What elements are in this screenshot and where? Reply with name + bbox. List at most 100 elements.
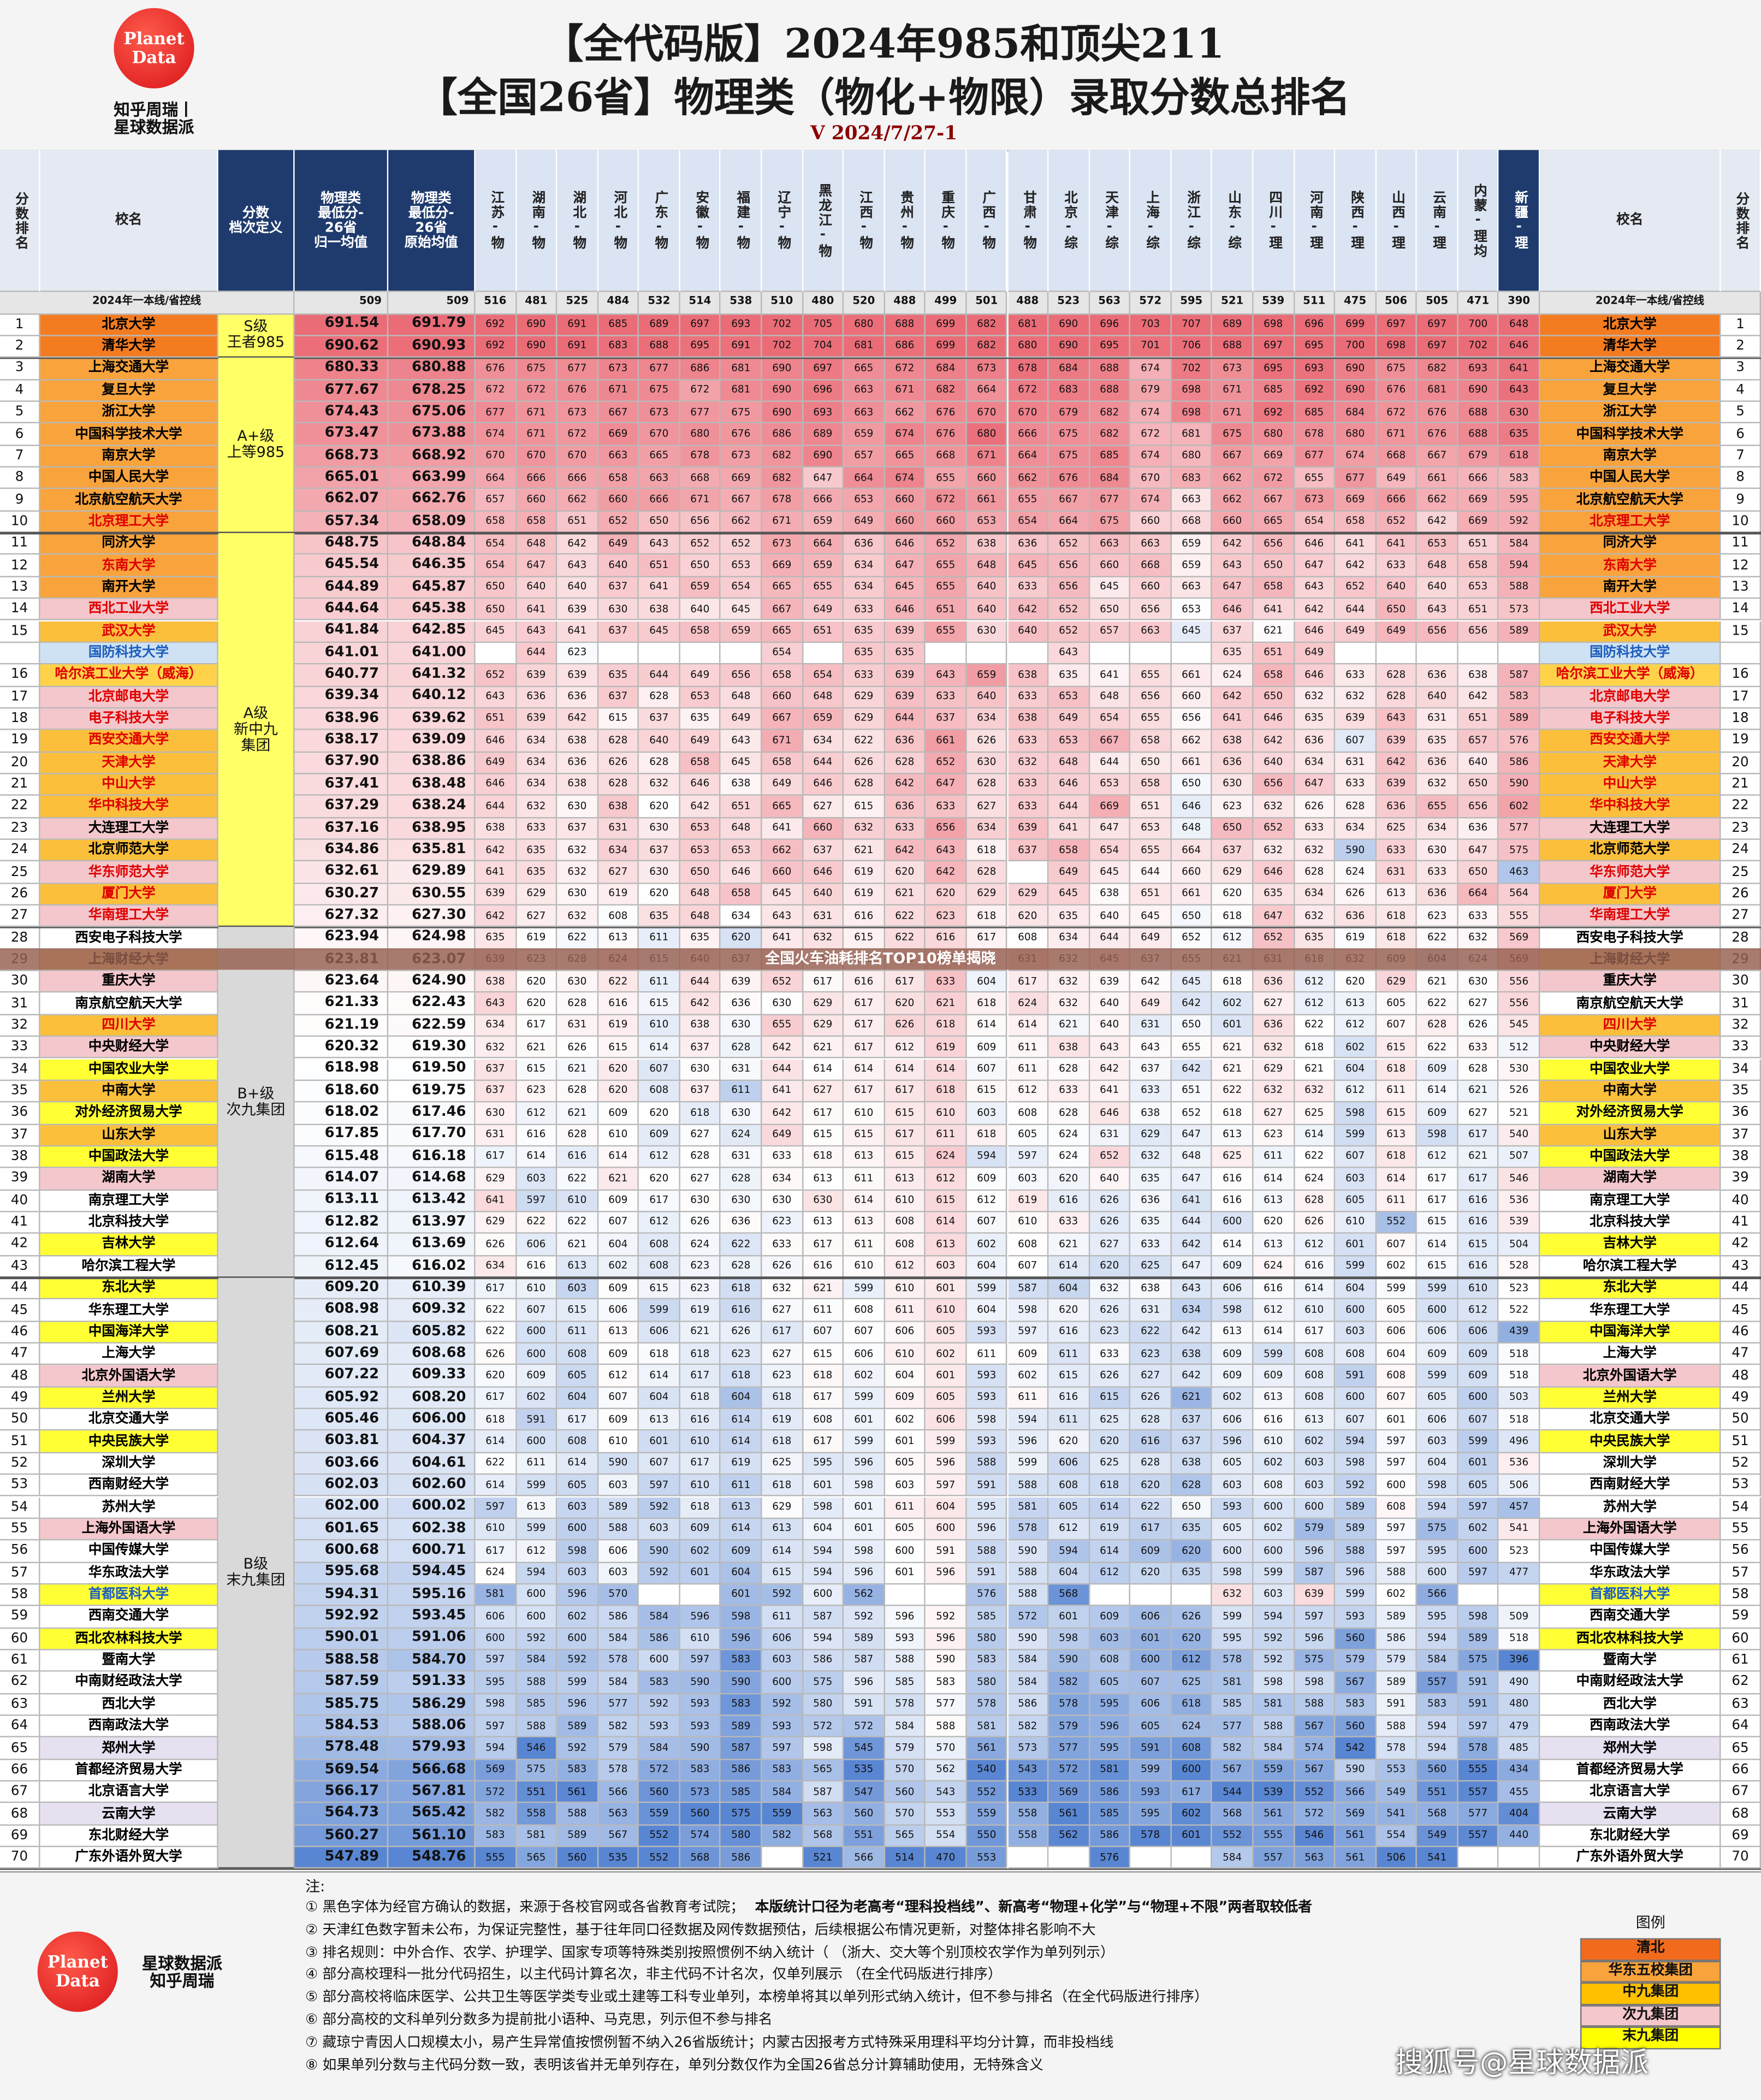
province-score: 627 <box>680 1124 721 1147</box>
province-score: 667 <box>1212 445 1254 468</box>
province-score: 634 <box>721 906 762 928</box>
province-score: 631 <box>1376 861 1418 884</box>
province-score: 573 <box>1499 599 1540 621</box>
province-score: 574 <box>680 1825 721 1848</box>
province-score: 616 <box>1458 1212 1499 1234</box>
header-text: 湖南-物 <box>529 190 544 251</box>
avg-score: 585.75 <box>294 1694 389 1716</box>
raw-score: 604.37 <box>388 1431 476 1453</box>
province-score: 620 <box>598 1058 639 1081</box>
school-name: 北京科技大学 <box>40 1212 218 1234</box>
province-score: 612 <box>1294 993 1336 1015</box>
province-score: 610 <box>598 1124 639 1147</box>
province-score: 653 <box>1130 818 1172 840</box>
province-score: 632 <box>1294 687 1336 709</box>
province-score: 654 <box>475 555 517 577</box>
province-score: 635 <box>844 620 885 643</box>
province-score: 654 <box>1294 511 1336 534</box>
province-score: 641 <box>1089 664 1131 687</box>
province-score: 609 <box>1130 1540 1172 1563</box>
province-score: 634 <box>1171 1299 1213 1322</box>
avg-score: 614.07 <box>294 1168 389 1191</box>
province-score: 650 <box>1376 599 1418 621</box>
province-score: 608 <box>557 1431 598 1453</box>
province-score: 692 <box>475 336 517 358</box>
province-score: 669 <box>762 555 803 577</box>
province-score: 614 <box>721 1431 762 1453</box>
province-score: 670 <box>967 401 1008 424</box>
province-score: 635 <box>1294 708 1336 731</box>
province-score: 648 <box>680 883 721 906</box>
province-score: 701 <box>1130 336 1172 358</box>
province-score <box>1171 1847 1213 1870</box>
province-score: 589 <box>1499 708 1540 731</box>
province-score: 606 <box>1376 1321 1418 1344</box>
province-score: 649 <box>762 1124 803 1147</box>
rank: 58 <box>1721 1584 1761 1607</box>
province-score: 633 <box>1458 906 1499 928</box>
school-name: 中国农业大学 <box>1540 1058 1721 1081</box>
rank: 7 <box>0 445 40 468</box>
province-score: 689 <box>639 314 680 336</box>
province-score: 618 <box>1376 1146 1418 1169</box>
province-score: 605 <box>1458 1475 1499 1497</box>
province-score <box>1458 1584 1499 1607</box>
province-score: 645 <box>721 752 762 774</box>
avg-score: 640.77 <box>294 664 389 687</box>
province-score <box>1171 642 1213 665</box>
province-score: 642 <box>1171 993 1213 1015</box>
province-score: 589 <box>1458 1628 1499 1651</box>
rank: 34 <box>1721 1058 1761 1081</box>
province-score: 601 <box>1376 1409 1418 1431</box>
province-score: 602 <box>1007 1365 1049 1388</box>
avg-score: 680.33 <box>294 358 389 380</box>
province-score <box>639 642 680 665</box>
province-score: 613 <box>1212 1321 1254 1344</box>
province-score: 637 <box>475 1058 517 1081</box>
province-score: 616 <box>926 927 967 950</box>
rank: 18 <box>1721 708 1761 731</box>
level-header: 分数 档次定义 <box>218 150 295 292</box>
province-score: 566 <box>1417 1584 1458 1607</box>
province-score: 641 <box>1499 358 1540 380</box>
province-score: 569 <box>475 1759 517 1782</box>
raw-score: 614.68 <box>388 1168 476 1191</box>
province-score: 640 <box>1089 1168 1131 1191</box>
province-score: 609 <box>1007 1343 1049 1366</box>
province-score: 632 <box>803 927 844 950</box>
province-score: 674 <box>885 423 926 446</box>
province-score: 639 <box>885 620 926 643</box>
province-score: 658 <box>475 511 517 534</box>
province-score: 586 <box>598 1606 639 1629</box>
province-score: 577 <box>1499 818 1540 840</box>
province-score: 644 <box>475 796 517 818</box>
province-score: 594 <box>1007 1409 1049 1431</box>
province-score: 604 <box>967 971 1008 993</box>
avg-score: 639.34 <box>294 687 389 709</box>
province-score: 641 <box>762 1080 803 1103</box>
province-score: 607 <box>1335 730 1377 753</box>
province-score: 650 <box>639 511 680 534</box>
raw-score: 591.33 <box>388 1672 476 1694</box>
province-score: 672 <box>1130 423 1172 446</box>
school-name: 华东理工大学 <box>40 1299 218 1322</box>
province-score: 621 <box>1212 1037 1254 1059</box>
province-score: 591 <box>1458 1694 1499 1716</box>
province-score: 648 <box>1048 752 1090 774</box>
level: S级 王者985 <box>218 314 295 358</box>
province-score: 588 <box>1253 1716 1295 1738</box>
avg-score: 605.92 <box>294 1387 389 1410</box>
province-score: 688 <box>639 336 680 358</box>
level-text: A+级 <box>237 427 275 445</box>
control-score: 471 <box>1458 292 1499 315</box>
province-score: 654 <box>1089 708 1131 731</box>
province-score: 618 <box>803 1146 844 1169</box>
province-score: 617 <box>680 1453 721 1475</box>
province-score: 590 <box>1335 1759 1377 1782</box>
province-score: 610 <box>557 1190 598 1212</box>
province-score: 649 <box>1130 993 1172 1015</box>
rank: 32 <box>0 1015 40 1037</box>
province-score: 628 <box>1130 1453 1172 1475</box>
header-text: 甘肃-物 <box>1020 190 1035 251</box>
province-score: 602 <box>1171 1803 1213 1826</box>
